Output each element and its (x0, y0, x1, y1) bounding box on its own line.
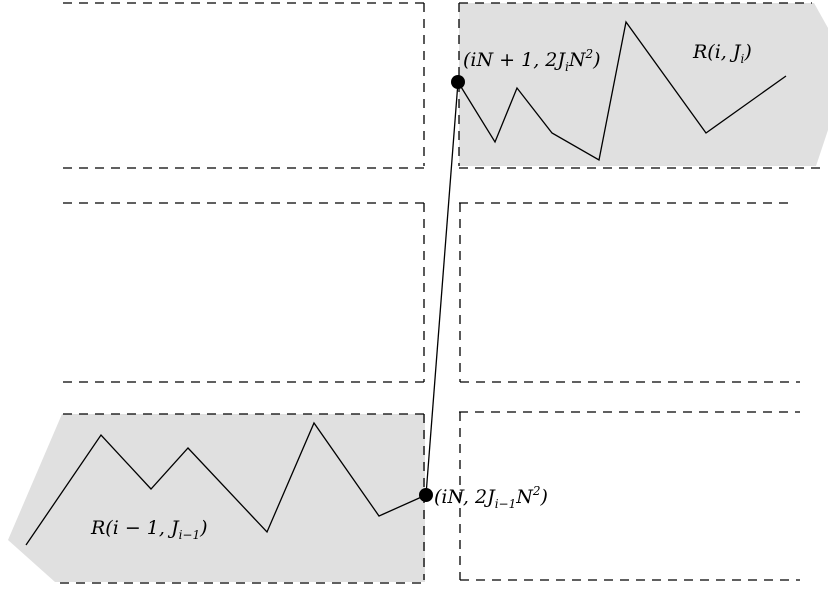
dashed-box-right-bottom (459, 411, 800, 581)
label-region-bottom: R(i − 1, Ji−1) (90, 517, 208, 542)
dashed-box-right-middle (459, 202, 800, 383)
zigzag-path-top (457, 20, 787, 162)
label-region-top: R(i, Ji) (692, 41, 752, 66)
dashed-box-left-top (63, 2, 425, 169)
dashed-box-left-middle (63, 202, 425, 383)
shaded-region-top (459, 3, 828, 166)
zigzag-path-bottom (25, 421, 427, 546)
connecting-segment (425, 81, 459, 496)
shaded-region-bottom (8, 414, 425, 582)
label-point-top: (iN + 1, 2JiN2) (463, 47, 601, 74)
point-marker-top (451, 75, 465, 89)
label-point-bottom: (iN, 2Ji−1N2) (434, 484, 548, 511)
point-marker-bottom (419, 488, 433, 502)
